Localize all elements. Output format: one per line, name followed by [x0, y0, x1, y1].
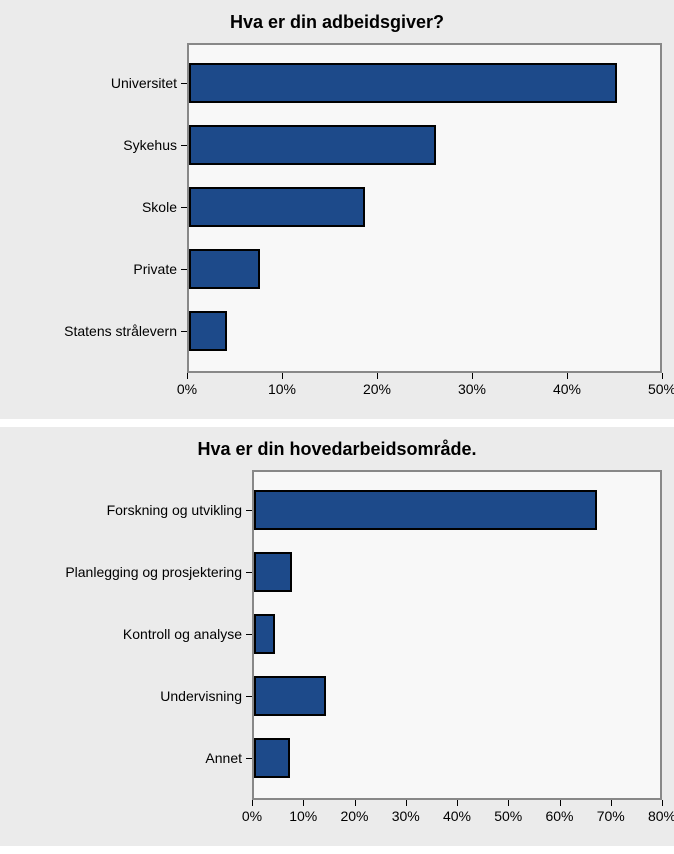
- category-label: Kontroll og analyse: [123, 626, 254, 642]
- x-tick: [252, 800, 253, 806]
- bar: [189, 125, 436, 165]
- x-tick-label: 20%: [363, 381, 391, 397]
- category-label: Universitet: [111, 75, 189, 91]
- bar: [254, 490, 597, 530]
- x-tick: [662, 800, 663, 806]
- bar: [189, 187, 365, 227]
- x-tick: [472, 373, 473, 379]
- x-tick: [355, 800, 356, 806]
- plot-area: Forskning og utviklingPlanlegging og pro…: [252, 470, 662, 800]
- x-tick: [611, 800, 612, 806]
- x-tick: [406, 800, 407, 806]
- x-tick: [560, 800, 561, 806]
- chart-panel-2: Hva er din hovedarbeidsområde. Forskning…: [0, 427, 674, 846]
- category-label: Annet: [205, 750, 254, 766]
- category-label: Planlegging og prosjektering: [65, 564, 254, 580]
- x-tick: [377, 373, 378, 379]
- chart-title-2: Hva er din hovedarbeidsområde.: [12, 439, 662, 460]
- x-tick-label: 40%: [443, 808, 471, 824]
- x-tick-label: 50%: [494, 808, 522, 824]
- plot-container-1: UniversitetSykehusSkolePrivateStatens st…: [187, 43, 662, 403]
- bar: [189, 311, 227, 351]
- x-tick-label: 20%: [340, 808, 368, 824]
- category-label: Statens strålevern: [64, 323, 189, 339]
- x-tick-label: 0%: [242, 808, 262, 824]
- x-tick: [457, 800, 458, 806]
- bar: [254, 614, 275, 654]
- x-axis: 0%10%20%30%40%50%60%70%80%: [252, 800, 662, 830]
- bar: [254, 738, 290, 778]
- category-label: Private: [133, 261, 189, 277]
- x-tick-label: 30%: [458, 381, 486, 397]
- x-tick: [567, 373, 568, 379]
- x-tick: [187, 373, 188, 379]
- x-tick-label: 50%: [648, 381, 674, 397]
- bar: [189, 249, 260, 289]
- x-tick: [303, 800, 304, 806]
- bar: [189, 63, 617, 103]
- category-label: Undervisning: [160, 688, 254, 704]
- x-axis: 0%10%20%30%40%50%: [187, 373, 662, 403]
- category-label: Sykehus: [123, 137, 189, 153]
- x-tick-label: 30%: [392, 808, 420, 824]
- x-tick: [282, 373, 283, 379]
- plot-container-2: Forskning og utviklingPlanlegging og pro…: [252, 470, 662, 830]
- category-label: Skole: [142, 199, 189, 215]
- x-tick-label: 0%: [177, 381, 197, 397]
- chart-title-1: Hva er din adbeidsgiver?: [12, 12, 662, 33]
- bar: [254, 552, 292, 592]
- x-tick-label: 80%: [648, 808, 674, 824]
- x-tick-label: 70%: [597, 808, 625, 824]
- x-tick-label: 60%: [545, 808, 573, 824]
- plot-area: UniversitetSykehusSkolePrivateStatens st…: [187, 43, 662, 373]
- category-label: Forskning og utvikling: [107, 502, 254, 518]
- x-tick: [508, 800, 509, 806]
- bar: [254, 676, 326, 716]
- x-tick-label: 10%: [268, 381, 296, 397]
- chart-panel-1: Hva er din adbeidsgiver? UniversitetSyke…: [0, 0, 674, 419]
- x-tick-label: 10%: [289, 808, 317, 824]
- x-tick: [662, 373, 663, 379]
- x-tick-label: 40%: [553, 381, 581, 397]
